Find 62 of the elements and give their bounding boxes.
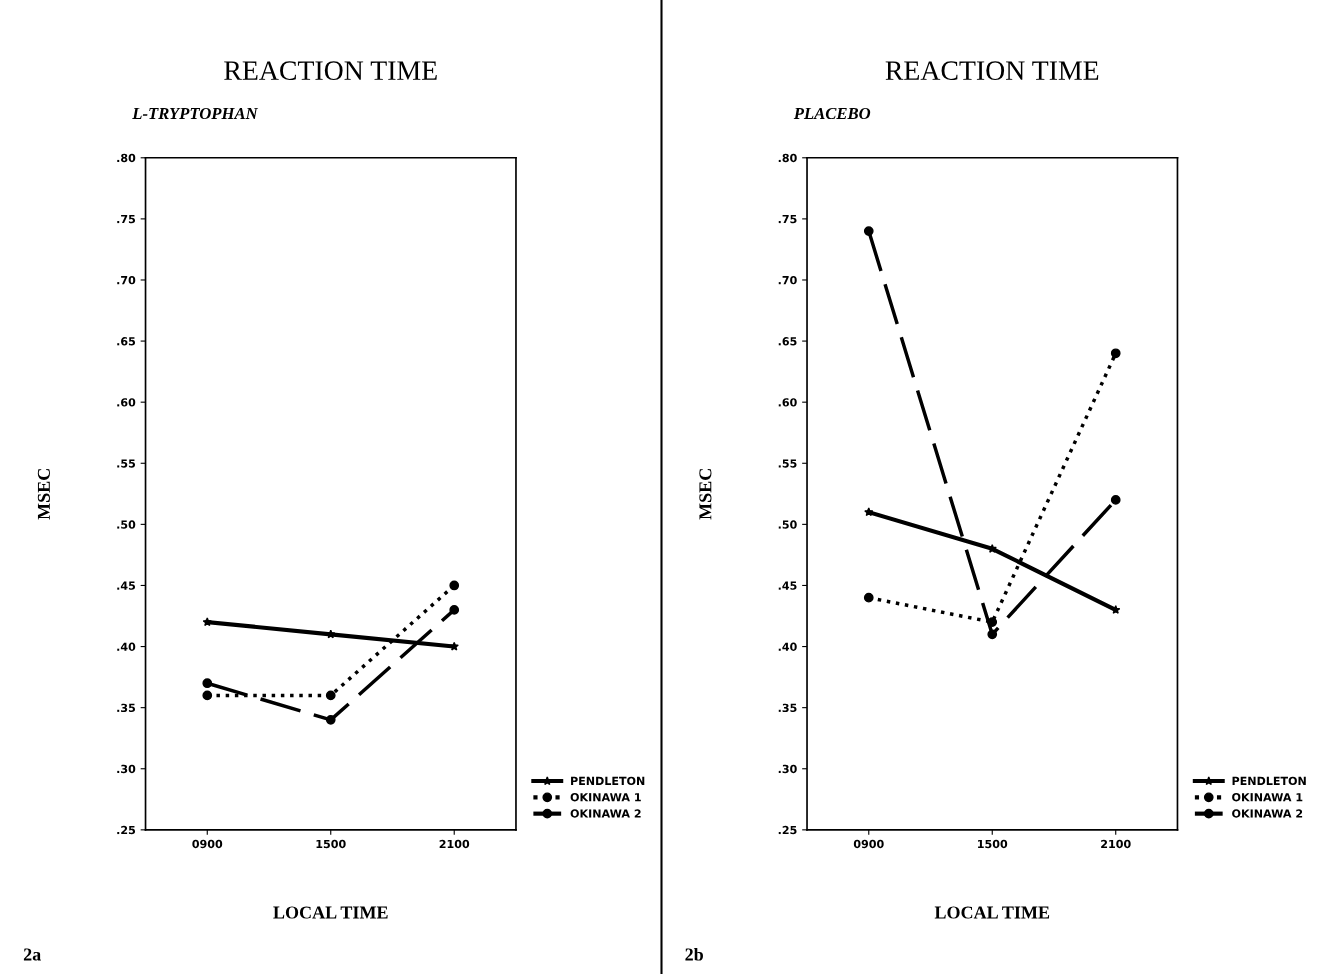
y-tick-label: .75 <box>778 215 797 224</box>
point <box>325 690 336 701</box>
x-tick-label: 1500 <box>978 839 1008 849</box>
point <box>449 641 459 651</box>
chart-subtitle: PLACEBO <box>793 107 871 120</box>
legend-label: OKINAWA 2 <box>1232 809 1303 818</box>
legend-label: PENDLETON <box>571 776 645 786</box>
legend-label: OKINAWA 1 <box>1232 792 1303 802</box>
y-tick-label: .65 <box>778 337 797 346</box>
x-axis-title: LOCAL TIME <box>934 906 1050 919</box>
y-tick-label: .45 <box>778 581 797 590</box>
text: 2b <box>685 947 703 961</box>
y-tick-label: .55 <box>778 459 797 468</box>
point <box>325 715 336 725</box>
y-axis-title: MSEC <box>699 469 712 520</box>
y-tick-label: .30 <box>778 764 797 774</box>
point <box>1111 605 1121 614</box>
y-tick-label: .70 <box>778 275 797 285</box>
text: 2a <box>23 948 41 961</box>
chart-title: REACTION TIME <box>224 61 437 80</box>
point <box>326 629 336 639</box>
y-tick-label: .40 <box>778 642 797 651</box>
x-tick-label: 2100 <box>1101 839 1131 849</box>
y-tick-label: .50 <box>778 520 797 529</box>
point <box>1110 348 1121 359</box>
x-tick-label: 0900 <box>192 839 223 849</box>
point <box>863 592 874 603</box>
chart-title: REACTION TIME <box>885 61 1099 80</box>
y-tick-label: .80 <box>117 153 136 163</box>
y-tick-label: .60 <box>117 398 136 407</box>
point <box>1110 495 1121 505</box>
y-tick-label: .25 <box>778 825 797 835</box>
y-tick-label: .60 <box>778 398 797 407</box>
x-tick-label: 1500 <box>316 839 346 849</box>
chart-subtitle: L-TRYPTOPHAN <box>132 107 259 120</box>
x-tick-label: 0900 <box>853 839 884 849</box>
y-tick-label: .35 <box>778 703 797 713</box>
y-tick-label: .65 <box>117 337 136 346</box>
x-axis-title: LOCAL TIME <box>273 906 388 919</box>
y-tick-label: .40 <box>117 642 136 651</box>
legend-label: OKINAWA 1 <box>570 792 641 802</box>
legend-label: PENDLETON <box>1232 776 1306 786</box>
y-tick-label: .80 <box>778 153 797 163</box>
y-tick-label: .45 <box>117 581 136 590</box>
point <box>449 580 460 591</box>
point <box>202 617 212 627</box>
point <box>202 690 213 701</box>
x-tick-label: 2100 <box>439 839 470 849</box>
point <box>449 605 460 615</box>
legend-label: OKINAWA 2 <box>570 809 641 818</box>
y-tick-label: .30 <box>117 764 136 774</box>
y-tick-label: .75 <box>117 215 136 224</box>
y-tick-label: .35 <box>117 703 136 713</box>
y-axis-title: MSEC <box>37 469 50 520</box>
point <box>202 678 213 689</box>
point <box>864 507 874 517</box>
y-tick-label: .70 <box>117 275 136 285</box>
y-tick-label: .50 <box>117 520 136 529</box>
y-tick-label: .25 <box>117 825 136 835</box>
point <box>863 226 874 236</box>
point <box>987 629 998 640</box>
y-tick-label: .55 <box>117 459 136 468</box>
